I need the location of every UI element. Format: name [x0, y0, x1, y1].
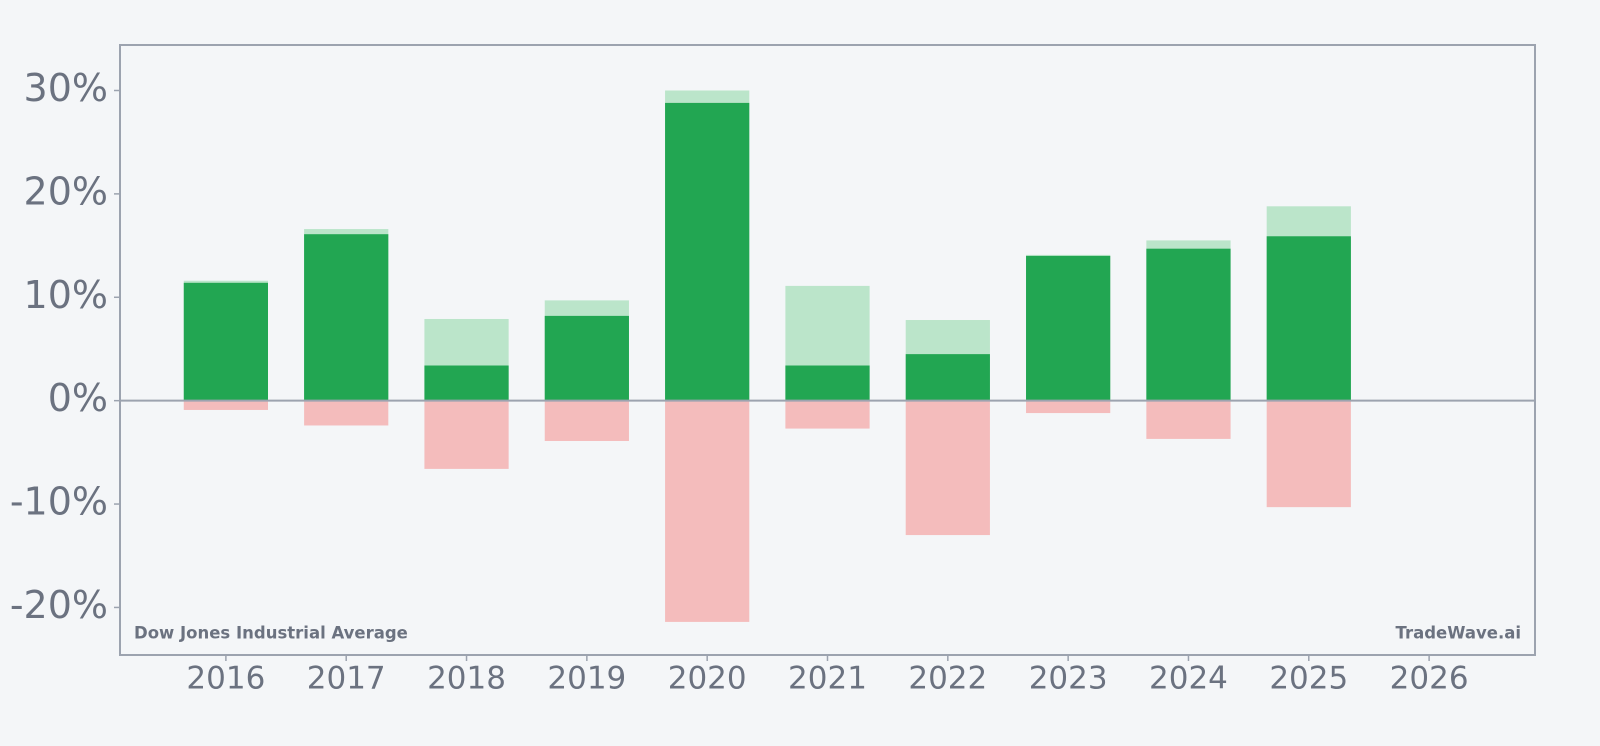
- annotation: TradeWave.ai: [1396, 624, 1521, 643]
- bar: [905, 400, 990, 536]
- bar: [304, 400, 389, 426]
- bar: [424, 400, 509, 469]
- y-tick-label: -20%: [10, 583, 108, 627]
- bar: [544, 400, 629, 441]
- y-tick-label: 20%: [24, 169, 108, 213]
- x-tick-label: 2026: [1390, 661, 1469, 697]
- y-tick-label: 0%: [48, 376, 108, 420]
- bar: [1146, 400, 1231, 439]
- x-tick-label: 2025: [1269, 661, 1348, 697]
- bar: [304, 234, 389, 401]
- bar: [665, 102, 750, 401]
- bar: [665, 400, 750, 622]
- bar: [1146, 248, 1231, 401]
- bar: [1026, 255, 1111, 401]
- x-tick-label: 2021: [788, 661, 867, 697]
- bar: [544, 315, 629, 401]
- bar: [785, 365, 870, 401]
- bar: [1266, 236, 1351, 401]
- x-tick-label: 2019: [547, 661, 626, 697]
- bar: [905, 354, 990, 401]
- annotation: Dow Jones Industrial Average: [134, 624, 408, 643]
- x-tick-label: 2023: [1029, 661, 1108, 697]
- y-tick-label: -10%: [10, 480, 108, 524]
- bar: [183, 400, 268, 410]
- x-tick-label: 2022: [908, 661, 987, 697]
- x-tick-label: 2018: [427, 661, 506, 697]
- bar: [424, 365, 509, 401]
- bar: [183, 282, 268, 401]
- y-tick-label: 30%: [24, 66, 108, 110]
- bar: [1266, 400, 1351, 508]
- bar: [785, 400, 870, 429]
- x-tick-label: 2024: [1149, 661, 1228, 697]
- x-tick-label: 2016: [186, 661, 265, 697]
- bar: [1026, 400, 1111, 414]
- y-tick-label: 10%: [24, 273, 108, 317]
- x-tick-label: 2017: [307, 661, 386, 697]
- x-tick-label: 2020: [668, 661, 747, 697]
